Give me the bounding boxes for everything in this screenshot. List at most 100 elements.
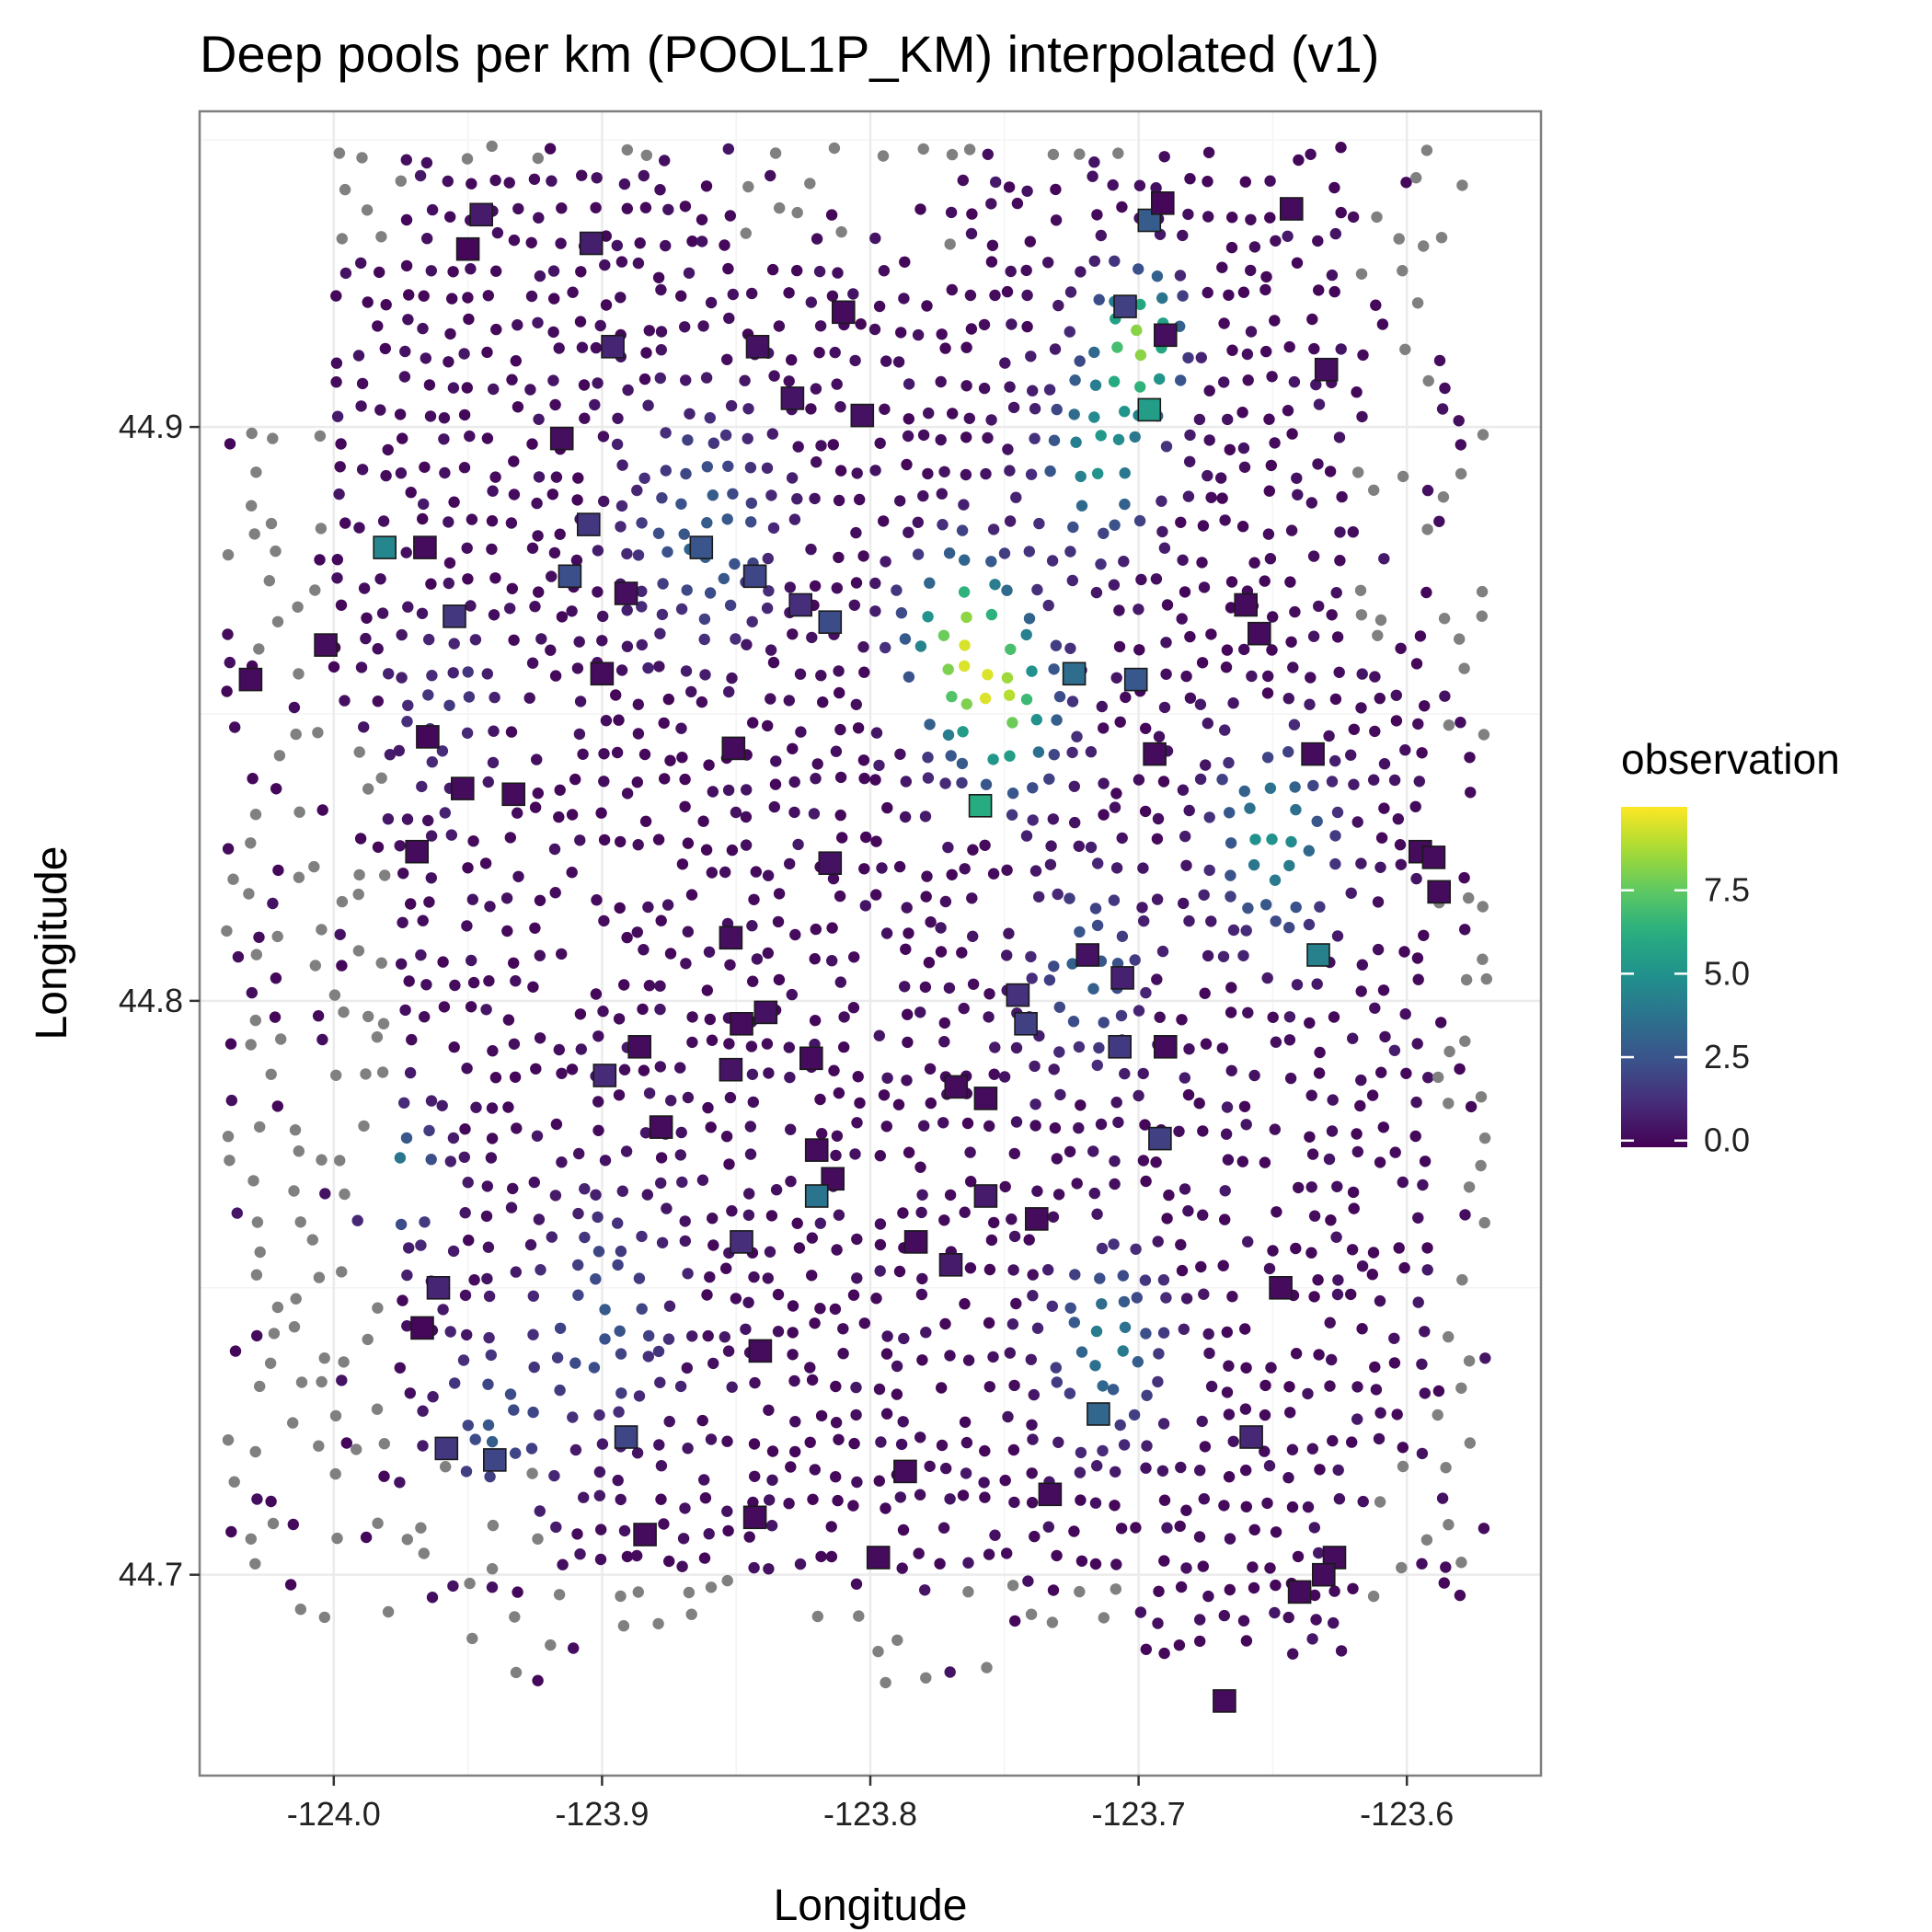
interpolated-point — [1246, 670, 1258, 683]
interpolated-point — [766, 1445, 779, 1457]
observed-site-marker — [944, 1075, 969, 1099]
interpolated-point — [639, 201, 652, 213]
interpolated-point — [271, 930, 283, 943]
interpolated-point — [1029, 1530, 1041, 1543]
interpolated-point — [487, 756, 500, 769]
interpolated-point — [1095, 1118, 1108, 1131]
interpolated-point — [1025, 950, 1037, 963]
interpolated-point — [837, 1348, 849, 1360]
interpolated-point — [828, 1064, 840, 1076]
interpolated-point — [1134, 381, 1146, 393]
interpolated-point — [1421, 523, 1433, 535]
interpolated-point — [807, 1493, 819, 1506]
interpolated-point — [903, 378, 915, 390]
interpolated-point — [765, 169, 776, 182]
interpolated-point — [1438, 613, 1451, 625]
interpolated-point — [1199, 987, 1211, 999]
interpolated-point — [510, 1666, 523, 1679]
interpolated-point — [873, 1383, 886, 1396]
interpolated-point — [292, 601, 304, 613]
interpolated-point — [851, 467, 863, 479]
interpolated-point — [686, 236, 698, 247]
x-tick-label: -123.9 — [555, 1795, 649, 1833]
observed-site-marker — [721, 736, 746, 761]
observed-site-marker — [549, 426, 574, 451]
observed-site-marker — [649, 1115, 673, 1139]
interpolated-point — [662, 203, 674, 215]
interpolated-point — [1219, 724, 1231, 736]
interpolated-point — [1010, 1041, 1023, 1054]
interpolated-point — [656, 1236, 669, 1249]
interpolated-point — [748, 1438, 761, 1450]
interpolated-point — [1293, 1181, 1305, 1194]
interpolated-point — [1024, 236, 1037, 247]
interpolated-point — [858, 772, 870, 785]
interpolated-point — [1200, 1038, 1213, 1050]
interpolated-point — [592, 586, 604, 598]
interpolated-point — [1455, 439, 1467, 451]
interpolated-point — [1352, 466, 1364, 478]
interpolated-point — [723, 685, 735, 698]
interpolated-point — [1119, 1321, 1132, 1334]
interpolated-point — [1074, 148, 1086, 160]
interpolated-point — [808, 808, 821, 820]
interpolated-point — [967, 978, 980, 991]
interpolated-point — [378, 1470, 390, 1482]
interpolated-point — [1261, 752, 1274, 764]
interpolated-point — [835, 225, 847, 238]
interpolated-point — [805, 543, 817, 556]
interpolated-point — [1373, 1432, 1386, 1445]
interpolated-point — [397, 868, 409, 880]
interpolated-point — [652, 271, 665, 283]
interpolated-point — [1286, 1443, 1299, 1455]
interpolated-point — [1283, 922, 1295, 934]
interpolated-point — [461, 1063, 473, 1075]
interpolated-point — [329, 1467, 341, 1480]
interpolated-point — [1412, 973, 1424, 985]
interpolated-point — [1075, 1346, 1088, 1358]
interpolated-point — [1419, 1326, 1431, 1338]
interpolated-point — [1028, 1388, 1041, 1401]
interpolated-point — [661, 1202, 673, 1214]
interpolated-point — [525, 290, 538, 303]
interpolated-point — [1007, 1443, 1020, 1456]
interpolated-point — [533, 413, 545, 425]
interpolated-point — [1477, 901, 1489, 913]
interpolated-point — [534, 894, 546, 906]
interpolated-point — [1328, 181, 1340, 194]
interpolated-point — [1042, 1264, 1054, 1276]
interpolated-point — [1392, 813, 1405, 825]
interpolated-point — [1242, 374, 1254, 386]
interpolated-point — [1435, 1017, 1447, 1029]
interpolated-point — [1219, 1185, 1231, 1197]
interpolated-point — [989, 1041, 1001, 1053]
interpolated-point — [509, 1071, 522, 1084]
interpolated-point — [740, 811, 753, 823]
interpolated-point — [1335, 1645, 1348, 1657]
interpolated-point — [375, 772, 387, 784]
interpolated-point — [1108, 1238, 1120, 1250]
interpolated-point — [328, 661, 340, 673]
interpolated-point — [924, 1460, 936, 1473]
interpolated-point — [531, 1130, 544, 1143]
interpolated-point — [1110, 788, 1122, 799]
interpolated-point — [761, 1038, 774, 1050]
interpolated-point — [848, 1437, 860, 1450]
interpolated-point — [748, 893, 760, 905]
interpolated-point — [1399, 343, 1411, 355]
interpolated-point — [1290, 1242, 1302, 1255]
interpolated-point — [620, 1145, 633, 1157]
interpolated-point — [684, 408, 696, 420]
interpolated-point — [355, 661, 368, 673]
interpolated-point — [685, 685, 697, 698]
interpolated-point — [425, 1154, 437, 1166]
interpolated-point — [1021, 320, 1033, 333]
interpolated-point — [1367, 1590, 1380, 1603]
interpolated-point — [957, 726, 969, 738]
interpolated-point — [1221, 1326, 1234, 1339]
interpolated-point — [484, 1470, 496, 1483]
interpolated-point — [553, 342, 565, 354]
interpolated-point — [763, 585, 775, 597]
interpolated-point — [505, 726, 518, 738]
interpolated-point — [546, 570, 558, 582]
